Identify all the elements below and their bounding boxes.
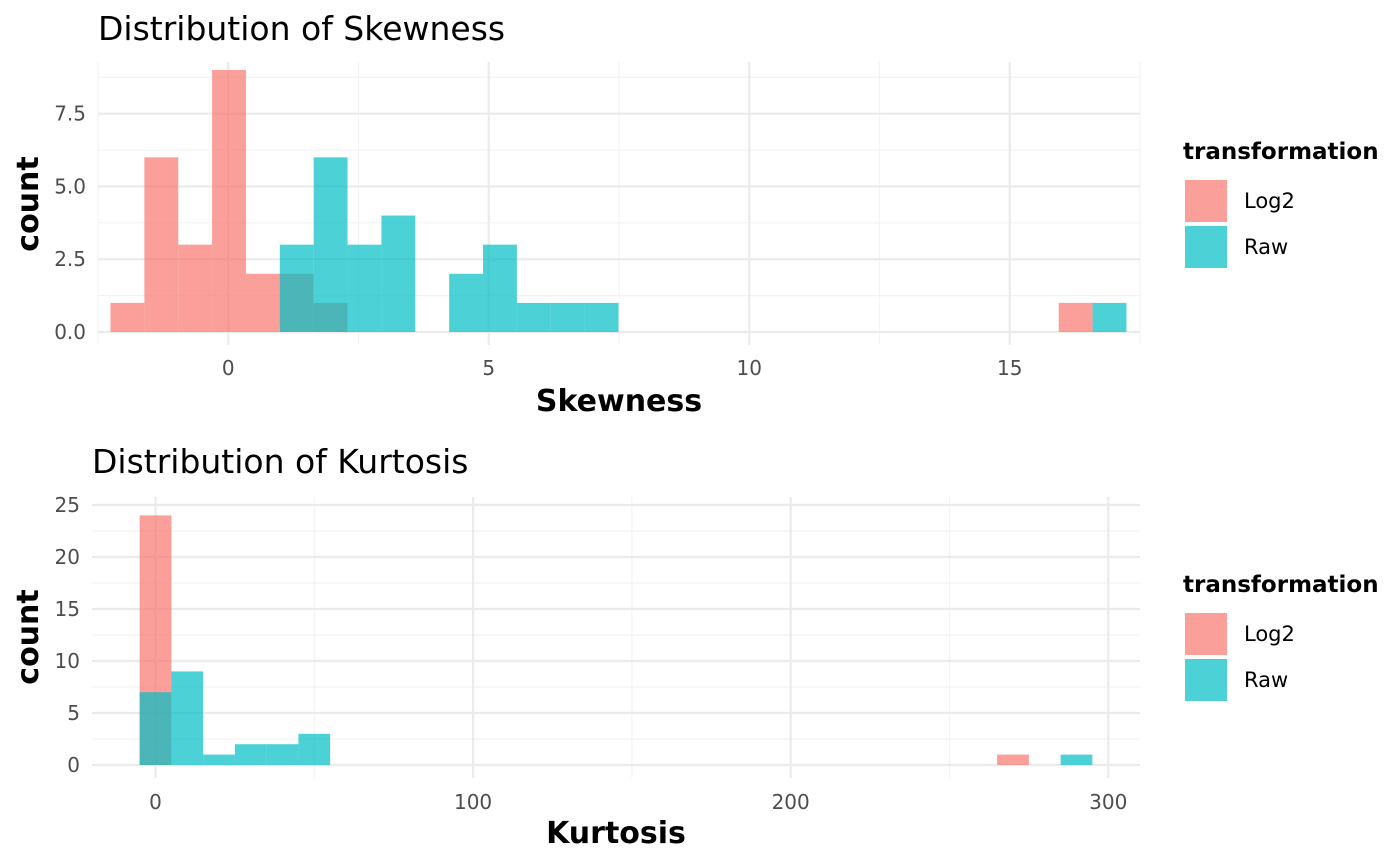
skewness-bar-raw	[483, 244, 517, 332]
skewness-bar-raw	[516, 302, 551, 332]
skewness-x-tick-label: 10	[737, 356, 762, 380]
kurtosis-y-tick-label: 10	[55, 649, 80, 673]
skewness-bar-raw	[584, 302, 619, 332]
skewness-y-tick-label: 7.5	[54, 102, 86, 126]
skewness-bar-raw	[449, 273, 484, 332]
kurtosis-x-axis-title: Kurtosis	[546, 816, 686, 851]
kurtosis-legend: transformation Log2 Raw	[1183, 572, 1379, 701]
skewness-y-tick-label: 5.0	[54, 174, 86, 198]
kurtosis-y-tick-label: 20	[55, 545, 80, 569]
kurtosis-bar-raw	[171, 671, 204, 765]
kurtosis-bar-raw	[266, 744, 299, 765]
kurtosis-y-axis-title: count	[11, 589, 46, 684]
skewness-bar-raw	[550, 302, 585, 332]
skewness-bar-log2	[178, 244, 213, 332]
kurtosis-legend-label-raw: Raw	[1244, 668, 1288, 692]
kurtosis-legend-label-log2: Log2	[1244, 622, 1295, 646]
skewness-panel: 0.0 2.5 5.0 7.5 0 5 10 15 Distribution of Skew…	[11, 9, 1379, 419]
skewness-legend-label-raw: Raw	[1244, 235, 1288, 259]
skewness-legend-swatch-raw	[1185, 226, 1227, 268]
kurtosis-x-ticks: 0 100 200 300	[149, 790, 1127, 814]
kurtosis-legend-swatch-log2	[1185, 613, 1227, 655]
skewness-x-axis-title: Skewness	[536, 384, 702, 419]
kurtosis-y-tick-label: 5	[67, 701, 80, 725]
skewness-bar-log2	[1058, 302, 1093, 332]
skewness-bar-raw	[1092, 302, 1127, 332]
kurtosis-grid	[92, 497, 1140, 778]
skewness-bar-raw	[279, 244, 314, 332]
kurtosis-x-tick-label: 100	[454, 790, 492, 814]
skewness-bar-raw	[313, 157, 348, 332]
skewness-bar-log2	[212, 70, 246, 332]
skewness-y-tick-label: 0.0	[54, 320, 86, 344]
skewness-x-tick-label: 15	[997, 356, 1022, 380]
kurtosis-y-ticks: 0 5 10 15 20 25	[55, 493, 80, 777]
kurtosis-x-tick-label: 300	[1089, 790, 1127, 814]
skewness-bar-log2	[110, 302, 145, 332]
skewness-legend: transformation Log2 Raw	[1183, 139, 1379, 268]
skewness-bar-log2	[245, 273, 280, 332]
skewness-title: Distribution of Skewness	[98, 9, 505, 48]
kurtosis-title: Distribution of Kurtosis	[92, 442, 468, 481]
skewness-bars	[110, 70, 1127, 332]
skewness-x-tick-label: 0	[222, 356, 235, 380]
skewness-legend-label-log2: Log2	[1244, 189, 1295, 213]
skewness-x-ticks: 0 5 10 15	[222, 356, 1023, 380]
skewness-bar-log2	[144, 157, 179, 332]
skewness-x-tick-label: 5	[482, 356, 495, 380]
kurtosis-legend-swatch-raw	[1185, 659, 1227, 701]
kurtosis-bar-raw	[234, 744, 267, 765]
kurtosis-bar-raw	[298, 733, 331, 765]
skewness-legend-swatch-log2	[1185, 180, 1227, 222]
skewness-bar-raw	[347, 244, 382, 332]
skewness-y-tick-label: 2.5	[54, 247, 86, 271]
kurtosis-bar-raw	[1060, 754, 1093, 765]
kurtosis-y-tick-label: 25	[55, 493, 80, 517]
kurtosis-panel: 0 5 10 15 20 25 0 100 200 300 Distribution of Ku…	[11, 442, 1379, 851]
kurtosis-bar-raw	[203, 754, 235, 765]
kurtosis-x-tick-label: 0	[149, 790, 162, 814]
kurtosis-legend-title: transformation	[1183, 572, 1379, 598]
skewness-y-ticks: 0.0 2.5 5.0 7.5	[54, 102, 86, 344]
skewness-y-axis-title: count	[11, 156, 46, 251]
kurtosis-y-tick-label: 0	[67, 753, 80, 777]
skewness-legend-title: transformation	[1183, 139, 1379, 165]
kurtosis-bars	[139, 515, 1093, 765]
kurtosis-x-tick-label: 200	[772, 790, 810, 814]
kurtosis-y-tick-label: 15	[55, 597, 80, 621]
kurtosis-bar-raw	[139, 692, 172, 765]
skewness-bar-raw	[381, 215, 416, 332]
kurtosis-bar-log2	[997, 754, 1029, 765]
